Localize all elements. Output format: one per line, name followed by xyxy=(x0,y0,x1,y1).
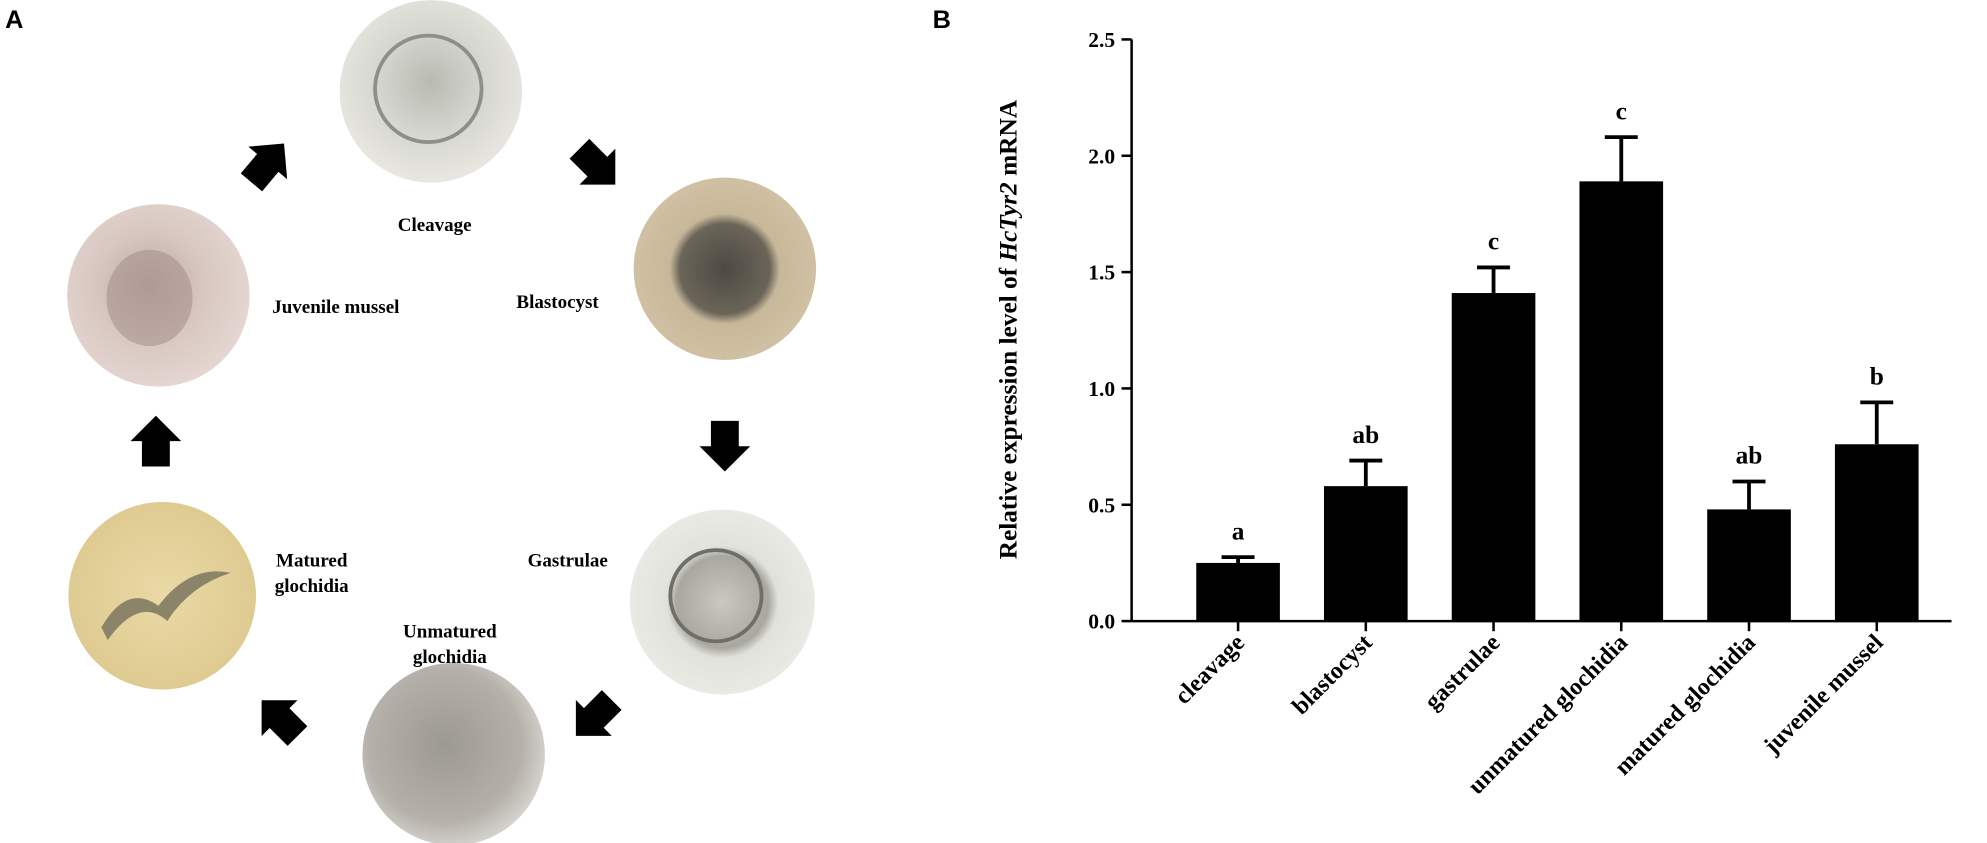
stage-label: glochidia xyxy=(275,576,349,597)
glochidia xyxy=(101,571,231,641)
y-axis-label-part: mRNA xyxy=(994,99,1022,182)
arrow xyxy=(240,143,288,192)
significance-letter: c xyxy=(1616,97,1627,125)
significance-letter: ab xyxy=(1352,421,1379,449)
micrograph xyxy=(633,177,817,361)
stage-labels: Cleavage Blastocyst Gastrulae Unmatured gloc… xyxy=(272,215,608,668)
micrograph xyxy=(362,662,545,843)
bar xyxy=(1834,444,1919,622)
arrow xyxy=(261,700,308,746)
panel-label: A xyxy=(5,6,23,34)
arrow xyxy=(130,415,182,467)
arrow xyxy=(699,420,751,472)
significance-letter: c xyxy=(1488,228,1499,256)
y-tick-label: 0.0 xyxy=(1088,610,1115,634)
y-axis-label: Relative expression level of HcTyr2 mRNA xyxy=(994,99,1022,559)
bar xyxy=(1451,293,1536,622)
arrow xyxy=(569,138,616,185)
chart: 0.0 0.5 1.0 1.5 2.0 2.5 Relative expression le… xyxy=(994,28,1952,800)
juvenile xyxy=(106,249,193,347)
x-tick-label: blastocyst xyxy=(1287,630,1377,720)
panel-label: B xyxy=(933,6,951,34)
y-tick-label: 0.5 xyxy=(1088,493,1115,517)
arrow xyxy=(575,690,622,736)
bar xyxy=(1707,509,1791,622)
embryo xyxy=(373,33,484,144)
stage-label: Matured xyxy=(276,551,348,572)
significance-letter: a xyxy=(1232,517,1245,545)
x-tick-label: gastrulae xyxy=(1420,630,1506,716)
stage-label: Juvenile mussel xyxy=(272,297,399,318)
arrows xyxy=(130,138,751,746)
stage-label: glochidia xyxy=(413,647,487,668)
x-tick-label: matured glochidia xyxy=(1610,630,1761,781)
bar xyxy=(1579,181,1664,622)
y-axis-label-part: HcTyr2 xyxy=(994,182,1022,263)
y-axis-label-part: Relative expression level of xyxy=(994,262,1022,560)
bar xyxy=(1323,486,1408,622)
micrograph xyxy=(629,509,815,695)
y-tick-label: 1.0 xyxy=(1088,377,1115,401)
significance-letter: b xyxy=(1870,363,1884,391)
micrographs xyxy=(67,0,817,843)
micrograph xyxy=(339,0,523,183)
significance-letter: ab xyxy=(1736,442,1763,470)
x-tick-label: cleavage xyxy=(1170,630,1250,710)
micrograph xyxy=(68,501,256,690)
y-tick-label: 2.5 xyxy=(1088,28,1115,52)
stage-label: Cleavage xyxy=(398,215,472,236)
bar xyxy=(1196,562,1280,622)
x-tick-label: juvenile mussel xyxy=(1758,630,1888,760)
stage-label: Gastrulae xyxy=(528,551,608,572)
stage-label: Blastocyst xyxy=(516,292,599,313)
y-tick-label: 1.5 xyxy=(1088,261,1115,285)
y-tick-label: 2.0 xyxy=(1088,144,1115,168)
stage-label: Unmatured xyxy=(403,622,497,643)
embryo xyxy=(668,548,764,644)
